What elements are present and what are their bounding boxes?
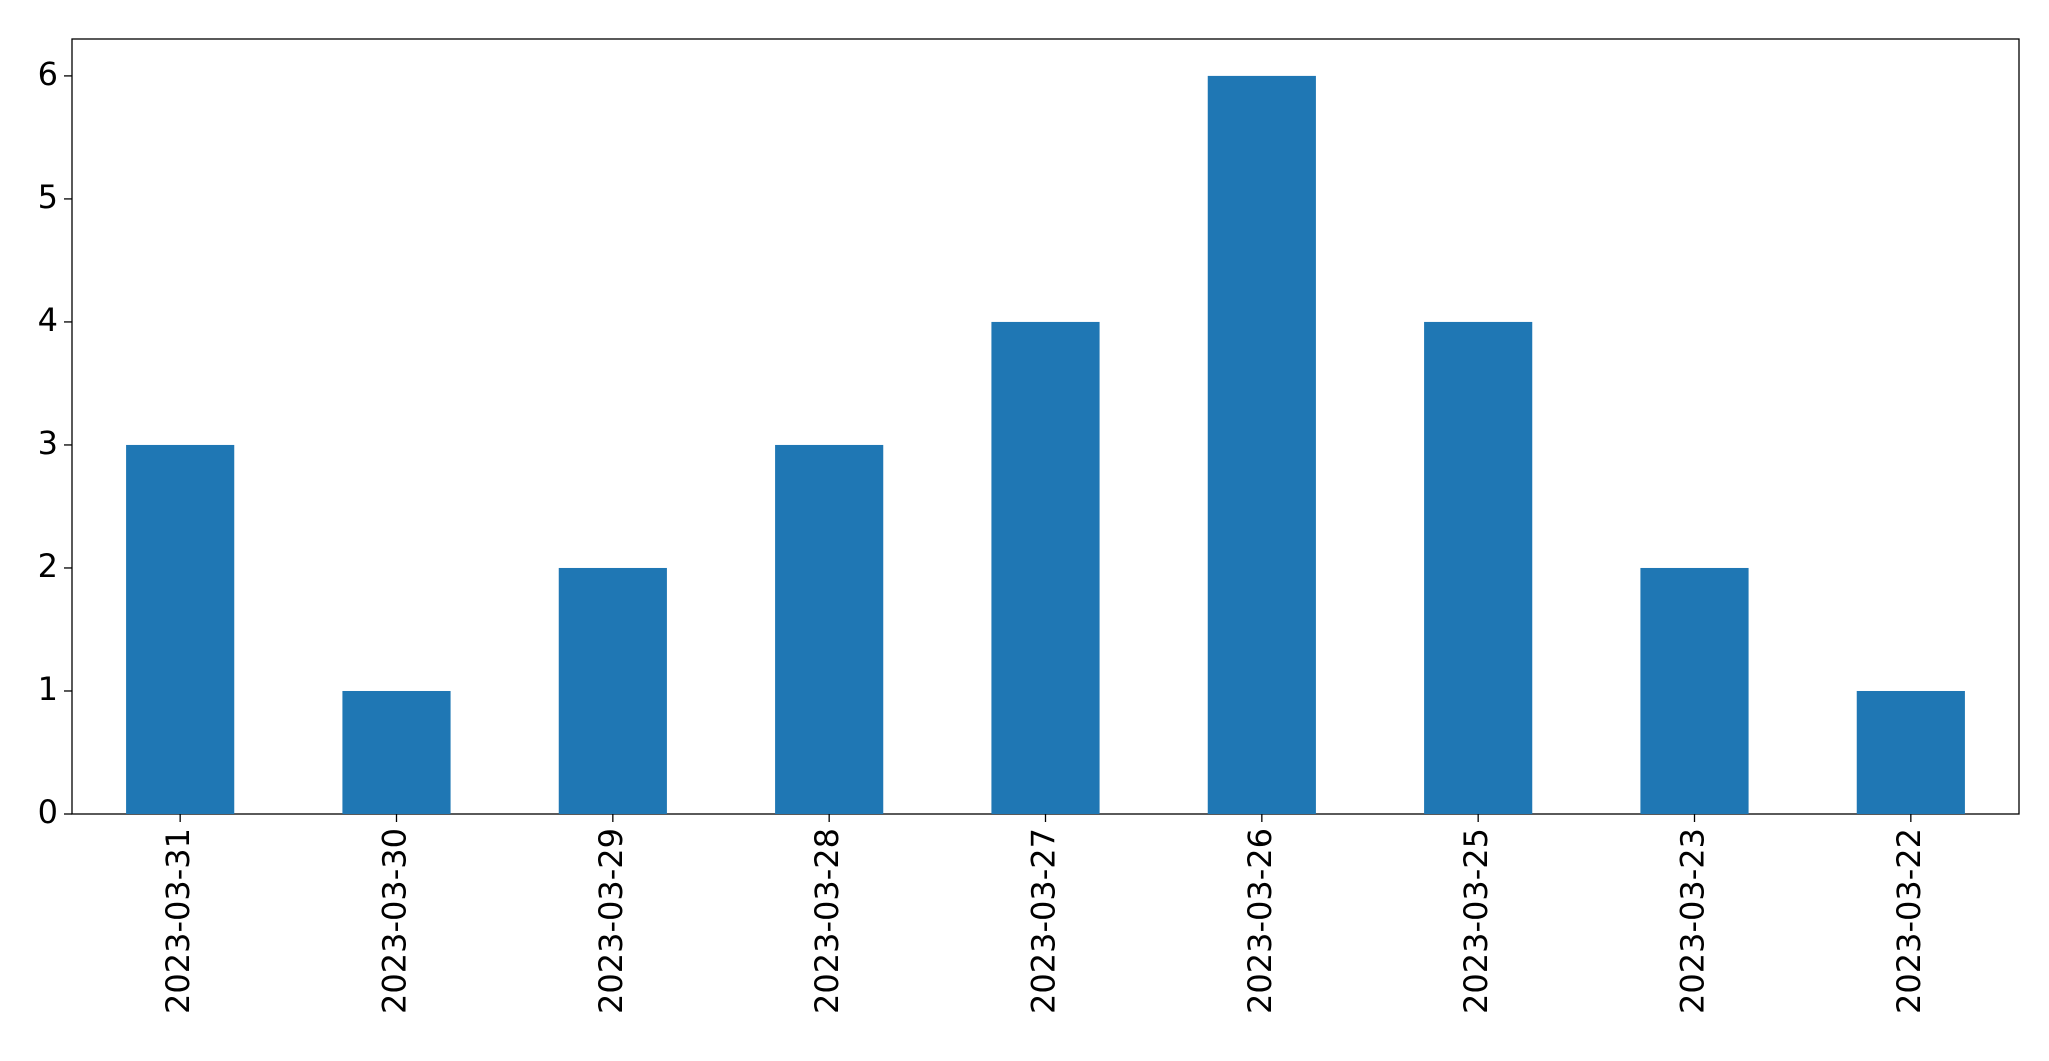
bar xyxy=(342,690,451,814)
y-tick-label: 6 xyxy=(38,55,58,93)
x-tick-label: 2023-03-23 xyxy=(1674,828,1712,1014)
bar xyxy=(558,567,667,814)
bar xyxy=(126,444,235,814)
bar xyxy=(775,444,884,814)
y-tick-label: 1 xyxy=(38,670,58,708)
bar xyxy=(1424,321,1533,814)
y-tick-label: 0 xyxy=(38,793,58,831)
x-tick-label: 2023-03-31 xyxy=(159,828,197,1014)
bar xyxy=(991,321,1100,814)
bar xyxy=(1207,75,1316,814)
bar xyxy=(1640,567,1749,814)
x-tick-label: 2023-03-27 xyxy=(1025,828,1063,1014)
y-tick-label: 5 xyxy=(38,178,58,216)
y-tick-label: 3 xyxy=(38,424,58,462)
x-tick-label: 2023-03-25 xyxy=(1457,828,1495,1014)
y-tick-label: 2 xyxy=(38,547,58,585)
x-tick-label: 2023-03-29 xyxy=(592,828,630,1014)
bar xyxy=(1856,690,1965,814)
x-tick-label: 2023-03-30 xyxy=(376,828,414,1014)
x-tick-label: 2023-03-22 xyxy=(1890,828,1928,1014)
x-tick-label: 2023-03-28 xyxy=(808,828,846,1014)
x-tick-label: 2023-03-26 xyxy=(1241,828,1279,1014)
y-tick-label: 4 xyxy=(38,301,58,339)
